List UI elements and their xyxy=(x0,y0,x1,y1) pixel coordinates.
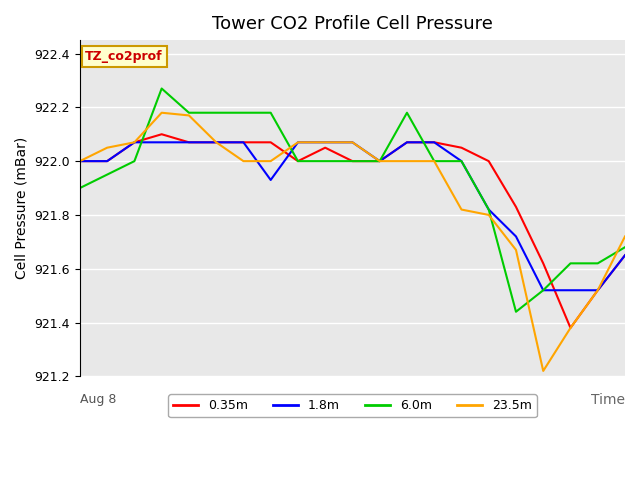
Legend: 0.35m, 1.8m, 6.0m, 23.5m: 0.35m, 1.8m, 6.0m, 23.5m xyxy=(168,394,537,417)
0.35m xyxy=(76,158,84,164)
Text: Time: Time xyxy=(591,393,625,407)
0.35m xyxy=(185,139,193,145)
23.5m xyxy=(458,207,465,213)
0.35m xyxy=(103,158,111,164)
6.0m xyxy=(403,110,411,116)
0.35m xyxy=(212,139,220,145)
Text: Aug 8: Aug 8 xyxy=(80,393,116,406)
0.35m xyxy=(540,261,547,266)
Text: TZ_co2prof: TZ_co2prof xyxy=(85,50,163,63)
23.5m xyxy=(349,139,356,145)
6.0m xyxy=(349,158,356,164)
1.8m xyxy=(458,158,465,164)
6.0m xyxy=(294,158,302,164)
1.8m xyxy=(621,252,629,258)
23.5m xyxy=(403,158,411,164)
1.8m xyxy=(376,158,383,164)
0.35m xyxy=(403,139,411,145)
Line: 1.8m: 1.8m xyxy=(80,142,625,290)
6.0m xyxy=(267,110,275,116)
1.8m xyxy=(158,139,166,145)
6.0m xyxy=(540,288,547,293)
1.8m xyxy=(512,234,520,240)
1.8m xyxy=(430,139,438,145)
23.5m xyxy=(485,212,493,218)
23.5m xyxy=(212,139,220,145)
1.8m xyxy=(403,139,411,145)
0.35m xyxy=(376,158,383,164)
6.0m xyxy=(621,244,629,250)
23.5m xyxy=(621,234,629,240)
6.0m xyxy=(485,207,493,213)
6.0m xyxy=(594,261,602,266)
Y-axis label: Cell Pressure (mBar): Cell Pressure (mBar) xyxy=(15,137,29,279)
1.8m xyxy=(294,139,302,145)
1.8m xyxy=(76,158,84,164)
6.0m xyxy=(321,158,329,164)
0.35m xyxy=(430,139,438,145)
6.0m xyxy=(158,85,166,91)
1.8m xyxy=(103,158,111,164)
23.5m xyxy=(76,158,84,164)
Line: 23.5m: 23.5m xyxy=(80,113,625,371)
23.5m xyxy=(294,139,302,145)
1.8m xyxy=(185,139,193,145)
23.5m xyxy=(131,139,138,145)
1.8m xyxy=(131,139,138,145)
0.35m xyxy=(566,325,574,331)
23.5m xyxy=(512,247,520,253)
1.8m xyxy=(349,139,356,145)
23.5m xyxy=(376,158,383,164)
23.5m xyxy=(185,112,193,118)
6.0m xyxy=(239,110,247,116)
23.5m xyxy=(540,368,547,374)
0.35m xyxy=(621,252,629,258)
1.8m xyxy=(566,288,574,293)
23.5m xyxy=(321,139,329,145)
0.35m xyxy=(512,204,520,210)
Line: 0.35m: 0.35m xyxy=(80,134,625,328)
Line: 6.0m: 6.0m xyxy=(80,88,625,312)
0.35m xyxy=(158,132,166,137)
0.35m xyxy=(458,145,465,151)
1.8m xyxy=(485,207,493,213)
0.35m xyxy=(485,158,493,164)
1.8m xyxy=(321,139,329,145)
0.35m xyxy=(294,158,302,164)
6.0m xyxy=(512,309,520,314)
6.0m xyxy=(376,158,383,164)
6.0m xyxy=(131,158,138,164)
Title: Tower CO2 Profile Cell Pressure: Tower CO2 Profile Cell Pressure xyxy=(212,15,493,33)
23.5m xyxy=(430,158,438,164)
6.0m xyxy=(185,110,193,116)
1.8m xyxy=(239,139,247,145)
0.35m xyxy=(131,139,138,145)
1.8m xyxy=(267,177,275,183)
23.5m xyxy=(103,145,111,151)
23.5m xyxy=(158,110,166,116)
6.0m xyxy=(430,158,438,164)
0.35m xyxy=(239,139,247,145)
6.0m xyxy=(103,172,111,178)
0.35m xyxy=(594,288,602,293)
23.5m xyxy=(566,325,574,331)
0.35m xyxy=(349,158,356,164)
23.5m xyxy=(594,288,602,293)
1.8m xyxy=(212,139,220,145)
6.0m xyxy=(212,110,220,116)
1.8m xyxy=(540,288,547,293)
0.35m xyxy=(321,145,329,151)
1.8m xyxy=(594,288,602,293)
23.5m xyxy=(267,158,275,164)
6.0m xyxy=(566,261,574,266)
6.0m xyxy=(458,158,465,164)
0.35m xyxy=(267,139,275,145)
23.5m xyxy=(239,158,247,164)
6.0m xyxy=(76,185,84,191)
